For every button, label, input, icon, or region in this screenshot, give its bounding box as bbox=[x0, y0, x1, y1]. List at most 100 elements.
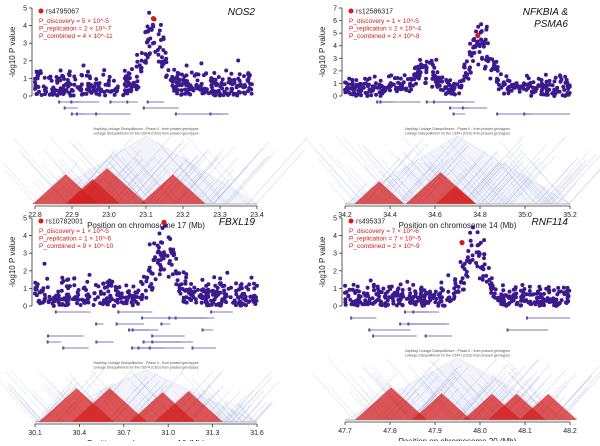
snp-point bbox=[100, 302, 105, 307]
snp-point bbox=[33, 291, 37, 296]
ld-line bbox=[502, 160, 542, 205]
snp-point bbox=[150, 22, 155, 27]
lead-snp-label: rs4795067 bbox=[46, 9, 79, 16]
snp-point bbox=[463, 71, 468, 75]
snp-point bbox=[547, 78, 552, 83]
p-value-line: P_discovery = 1 × 10^-5 bbox=[39, 228, 109, 235]
ld-line bbox=[208, 178, 232, 205]
snp-point bbox=[551, 296, 556, 301]
ld-line bbox=[458, 378, 496, 421]
snp-point bbox=[388, 84, 393, 89]
gene-exon bbox=[151, 334, 154, 338]
x-tick-label: 31.3 bbox=[206, 430, 220, 437]
x-tick-label: 48.2 bbox=[563, 428, 577, 435]
snp-point bbox=[552, 87, 557, 92]
snp-point bbox=[146, 268, 151, 273]
snp-point bbox=[420, 303, 425, 308]
snp-point bbox=[64, 284, 69, 289]
snp-point bbox=[470, 225, 475, 230]
snp-point bbox=[192, 73, 197, 78]
snp-point bbox=[428, 60, 432, 65]
snp-point bbox=[465, 255, 470, 260]
snp-point bbox=[141, 274, 146, 279]
snp-point bbox=[216, 75, 221, 79]
snp-point bbox=[46, 300, 51, 305]
x-tick-label: 34.6 bbox=[428, 212, 442, 219]
snp-point bbox=[176, 79, 181, 84]
snp-point bbox=[59, 288, 64, 293]
snp-point bbox=[160, 55, 164, 60]
y-tick-label: 5 bbox=[333, 31, 337, 38]
snp-point bbox=[175, 91, 180, 96]
snp-point bbox=[433, 79, 438, 84]
snp-point bbox=[454, 289, 459, 294]
snp-point bbox=[104, 296, 109, 301]
snp-point bbox=[468, 230, 473, 235]
snp-point bbox=[461, 78, 466, 82]
snp-point bbox=[42, 261, 47, 266]
snp-point bbox=[222, 288, 227, 293]
snp-point bbox=[460, 287, 465, 292]
scatter-points bbox=[33, 10, 254, 98]
ld-line bbox=[126, 139, 184, 205]
snp-point bbox=[499, 292, 504, 297]
p-value-line: P_combined = 4 × 10^-11 bbox=[39, 33, 113, 40]
snp-point bbox=[365, 285, 370, 290]
ld-heatmap: HapMap Linkage Disequilibrium - Phase II… bbox=[305, 127, 600, 205]
p-value-line: P_combined = 2 × 10^-8 bbox=[349, 33, 420, 40]
snp-point bbox=[147, 242, 152, 247]
snp-point bbox=[481, 274, 486, 279]
ld-line bbox=[5, 385, 40, 423]
snp-point bbox=[184, 275, 189, 280]
snp-point bbox=[452, 81, 457, 86]
snp-point bbox=[192, 289, 197, 294]
snp-point bbox=[378, 78, 383, 83]
snp-point bbox=[103, 93, 108, 98]
ld-line bbox=[127, 183, 147, 205]
gene-track bbox=[46, 310, 233, 350]
snp-point bbox=[435, 70, 440, 75]
ld-line bbox=[366, 158, 409, 205]
ld-line bbox=[403, 136, 465, 205]
y-tick-label: 4 bbox=[23, 233, 27, 240]
ld-line bbox=[439, 144, 494, 205]
snp-point bbox=[422, 288, 427, 293]
snp-point bbox=[38, 71, 43, 75]
snp-point bbox=[476, 242, 481, 247]
snp-point bbox=[93, 297, 98, 302]
snp-point bbox=[368, 278, 373, 283]
x-tick-label: 31.0 bbox=[161, 430, 175, 437]
snp-point bbox=[58, 297, 63, 302]
x-tick-label: 35.2 bbox=[563, 212, 577, 219]
ld-line bbox=[5, 170, 36, 205]
snp-point bbox=[522, 287, 527, 291]
ld-line bbox=[487, 172, 517, 205]
legend-lead-dot bbox=[38, 8, 44, 14]
ld-line bbox=[314, 149, 364, 205]
ld-line bbox=[336, 181, 357, 205]
snp-point bbox=[567, 83, 572, 88]
snp-point bbox=[358, 300, 363, 305]
snp-point bbox=[356, 293, 361, 298]
snp-point bbox=[497, 82, 501, 87]
x-tick-label: 35.0 bbox=[518, 212, 532, 219]
lead-snp-point bbox=[459, 240, 465, 246]
snp-point bbox=[155, 48, 160, 52]
regional-plot-3: 0 1 2 3 4 5 -log10 P value rs10782001 P_discover… bbox=[0, 216, 279, 446]
gene-exon bbox=[63, 106, 66, 110]
gene-title: NFKBIA & bbox=[523, 7, 569, 18]
snp-point bbox=[46, 75, 51, 80]
y-tick-label: 3 bbox=[333, 56, 337, 63]
snp-point bbox=[167, 261, 172, 266]
snp-point bbox=[55, 93, 60, 98]
gene-exon bbox=[496, 112, 499, 116]
snp-point bbox=[62, 297, 67, 302]
snp-point bbox=[204, 71, 209, 76]
snp-point bbox=[471, 59, 475, 63]
snp-point bbox=[414, 81, 418, 86]
snp-point bbox=[228, 295, 233, 300]
snp-point bbox=[135, 295, 140, 299]
snp-point bbox=[354, 78, 359, 83]
ld-line bbox=[396, 136, 459, 205]
snp-point bbox=[477, 50, 482, 54]
